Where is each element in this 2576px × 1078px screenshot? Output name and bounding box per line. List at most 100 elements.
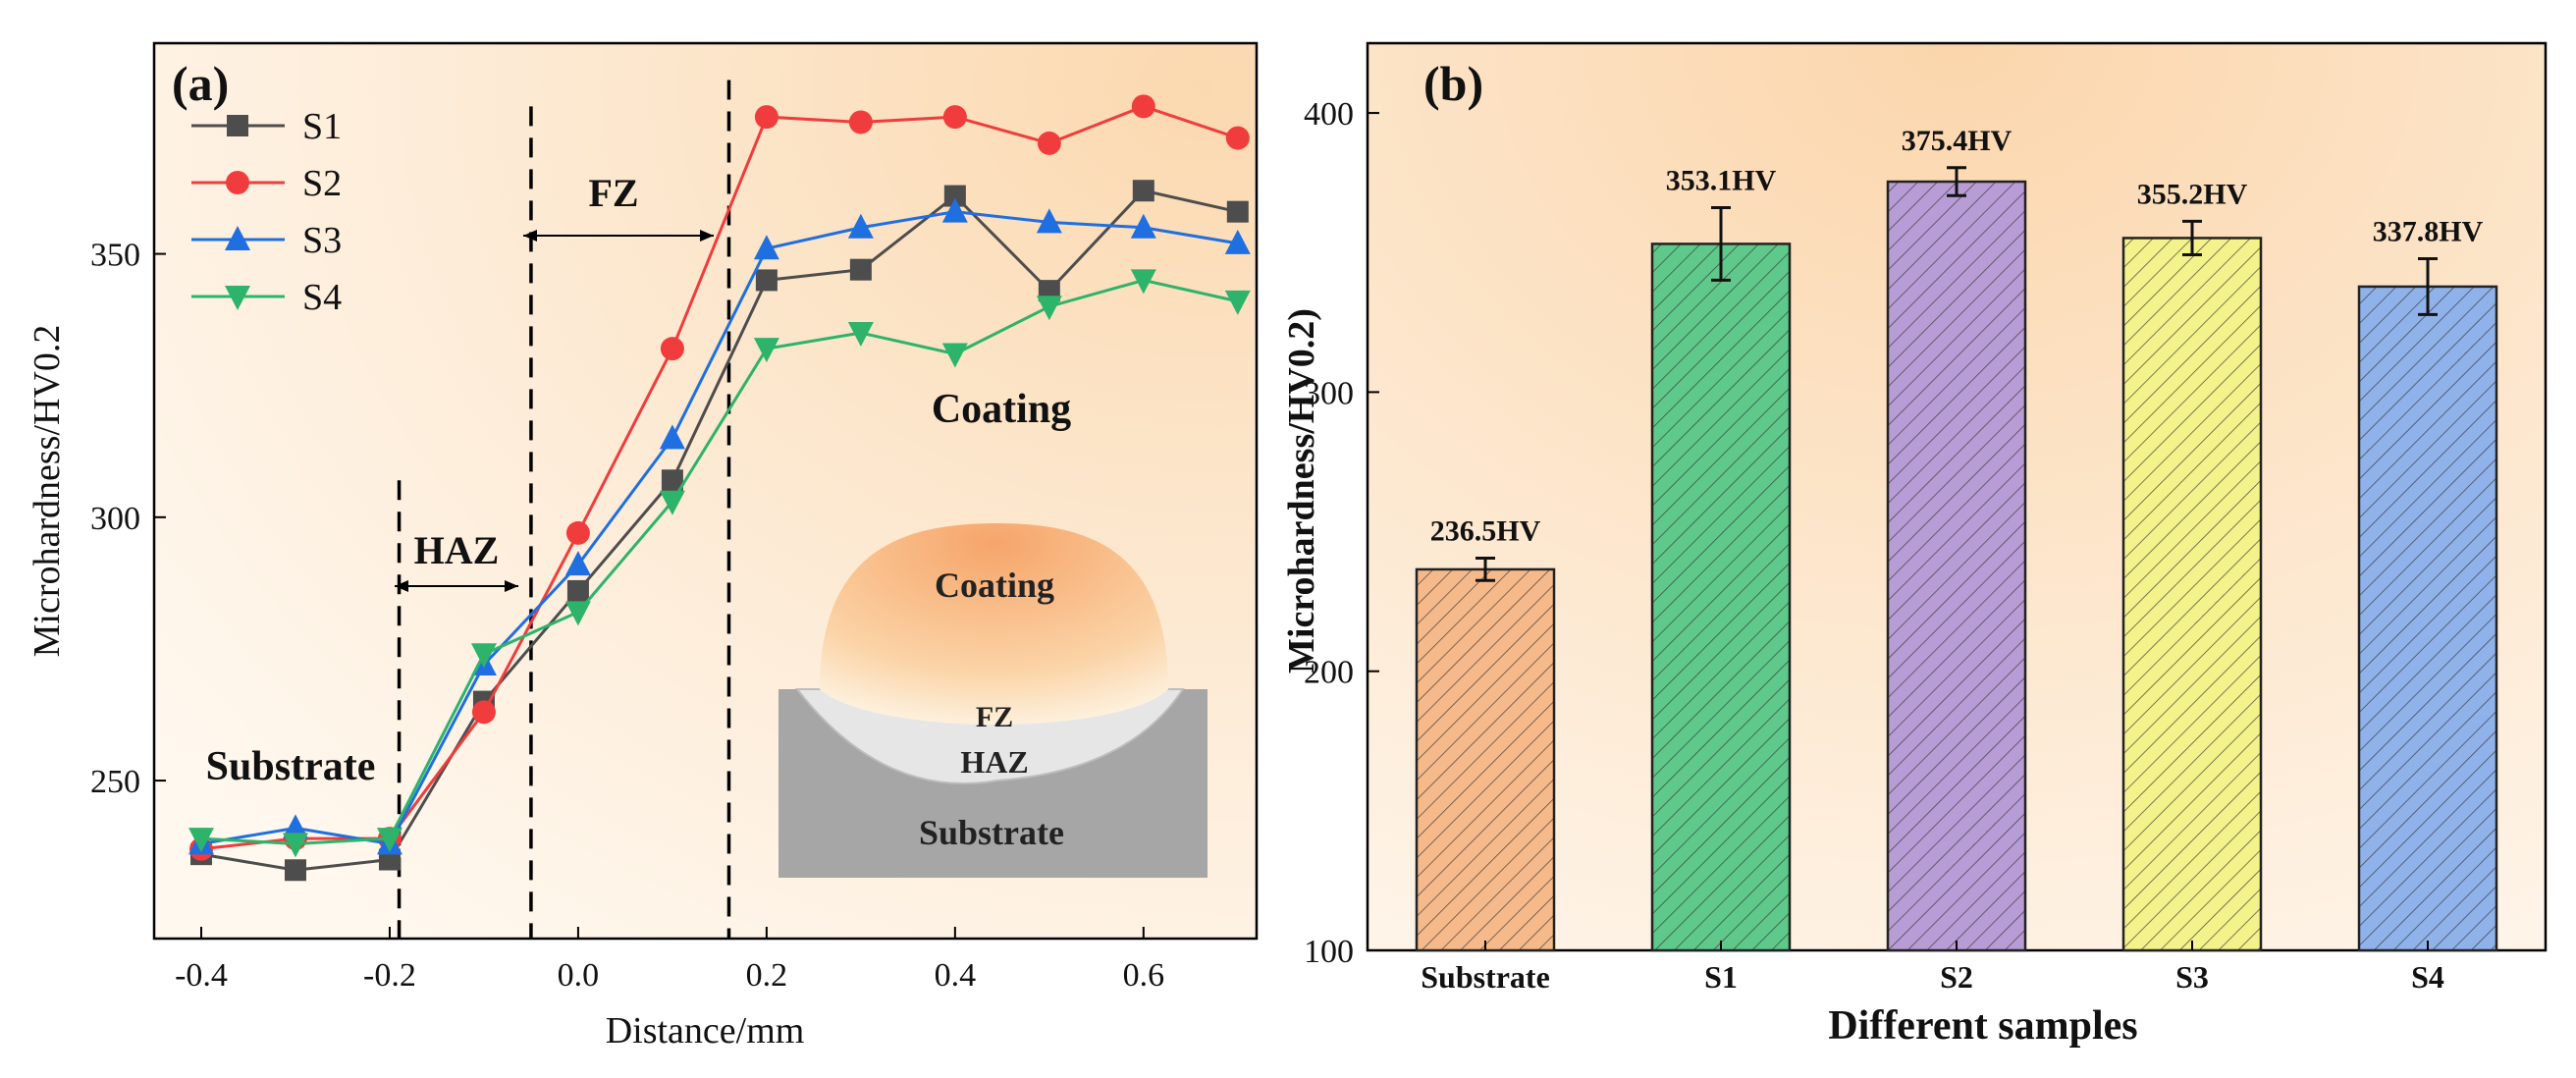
y-tick-label: 200 [1304, 655, 1354, 691]
legend-label-S2: S2 [302, 163, 342, 204]
panel-a-label: (a) [172, 56, 229, 111]
panel-b-ylabel: Microhardness/HV0.2) [1281, 308, 1322, 674]
x-tick-label: -0.2 [363, 957, 416, 994]
point-S2 [471, 700, 496, 725]
point-S1 [849, 258, 872, 281]
panel-a: -0.4 -0.2 0.0 0.2 0.4 0.6 250 300 350 HAZ FZ Coa… [27, 41, 1259, 1051]
legend-marker-S4 [225, 286, 250, 310]
inset-schematic: Coating FZ HAZ Substrate [778, 523, 1208, 878]
y-tick-label: 400 [1304, 96, 1354, 133]
category-label: S2 [1940, 959, 1973, 995]
substrate-label: Substrate [206, 744, 376, 789]
value-label: 355.2HV [2137, 178, 2248, 210]
point-S2 [1131, 94, 1155, 119]
b-axis-ticks: 100 200 300 400 [1304, 96, 2429, 970]
point-S2 [754, 105, 778, 130]
point-S2 [942, 105, 967, 130]
point-S3 [1130, 213, 1156, 239]
point-S4 [282, 833, 308, 858]
x-tick-label: 0.6 [1123, 957, 1165, 994]
inset-haz-label: HAZ [960, 744, 1028, 780]
category-label: S4 [2411, 959, 2444, 995]
inset-coating-dome [820, 523, 1168, 725]
x-tick-label: 0.4 [935, 957, 977, 994]
bars: 236.5HV Substrate 353.1HV S1 375.4HV S2 355.2H… [1415, 125, 2498, 995]
point-S4 [564, 601, 591, 626]
bar-hatch-S1 [1650, 243, 1792, 952]
category-label: S1 [1704, 959, 1738, 995]
x-tick-label: -0.4 [175, 957, 228, 994]
a-axis-ticks: -0.4 -0.2 0.0 0.2 0.4 0.6 250 300 350 [90, 238, 1164, 994]
point-S4 [1224, 290, 1251, 315]
haz-arrow [395, 580, 518, 592]
panel-b-xlabel: Different samples [1828, 1003, 2137, 1049]
point-S3 [282, 814, 308, 839]
series-line-S1 [200, 189, 1239, 872]
legend-marker-S2 [226, 171, 249, 194]
legend-marker-S3 [225, 226, 250, 250]
value-label: 375.4HV [1902, 125, 2012, 157]
x-tick-label: 0.2 [746, 957, 788, 994]
point-S2 [660, 337, 684, 361]
series-line-S4 [200, 278, 1239, 845]
bar-hatch-Substrate [1415, 567, 1556, 952]
legend-marker-S1 [227, 115, 248, 136]
value-label: 353.1HV [1666, 164, 1777, 196]
category-label: Substrate [1421, 959, 1550, 995]
series-line-S3 [200, 210, 1239, 846]
point-S1 [1132, 180, 1154, 202]
point-S4 [188, 828, 214, 853]
point-S2 [1037, 131, 1061, 155]
bar-hatch-S4 [2357, 285, 2498, 952]
inset-fz-label: FZ [976, 701, 1013, 733]
value-label: 337.8HV [2373, 215, 2484, 247]
y-tick-label: 350 [90, 238, 140, 274]
point-S1 [661, 469, 683, 492]
fz-label: FZ [588, 171, 638, 215]
y-tick-label: 250 [90, 764, 140, 800]
bar-hatch-S2 [1886, 180, 2027, 952]
point-S4 [1036, 296, 1062, 321]
point-S3 [659, 424, 685, 450]
point-S3 [753, 235, 779, 260]
inset-substrate-label: Substrate [919, 813, 1064, 852]
point-S3 [1224, 229, 1251, 254]
legend-label-S1: S1 [302, 106, 342, 147]
point-S1 [566, 579, 589, 602]
point-S3 [941, 197, 968, 223]
coating-label: Coating [932, 387, 1071, 432]
y-tick-label: 100 [1304, 934, 1354, 970]
point-S4 [753, 338, 779, 363]
point-S1 [1226, 200, 1249, 223]
legend-label-S4: S4 [302, 277, 342, 318]
y-tick-label: 300 [90, 501, 140, 537]
panel-a-ylabel: Microhardness/HV0.2 [27, 325, 68, 658]
bar-hatch-S3 [2121, 237, 2263, 952]
point-S4 [659, 490, 685, 515]
point-S2 [565, 520, 590, 545]
point-S3 [1036, 208, 1062, 234]
point-S4 [941, 343, 968, 368]
legend-label-S3: S3 [302, 220, 342, 261]
point-S2 [1225, 126, 1250, 150]
point-S4 [470, 643, 497, 669]
point-S1 [284, 859, 306, 882]
category-label: S3 [2175, 959, 2209, 995]
panel-b: 236.5HV Substrate 353.1HV S1 375.4HV S2 355.2H… [1281, 41, 2548, 1049]
inset-coating-label: Coating [935, 566, 1054, 605]
point-S4 [1130, 269, 1156, 295]
point-S1 [755, 269, 778, 292]
point-S4 [376, 828, 402, 853]
point-S4 [847, 322, 874, 348]
panel-a-xlabel: Distance/mm [606, 1010, 805, 1051]
point-S2 [848, 110, 873, 135]
panel-b-label: (b) [1423, 56, 1483, 111]
haz-label: HAZ [414, 528, 500, 572]
series-lines [188, 94, 1251, 882]
point-S1 [943, 185, 966, 207]
legend: S1 S2 S3 S4 [191, 106, 342, 318]
y-tick-label: 300 [1304, 375, 1354, 411]
x-tick-label: 0.0 [558, 957, 600, 994]
point-S3 [847, 213, 874, 239]
